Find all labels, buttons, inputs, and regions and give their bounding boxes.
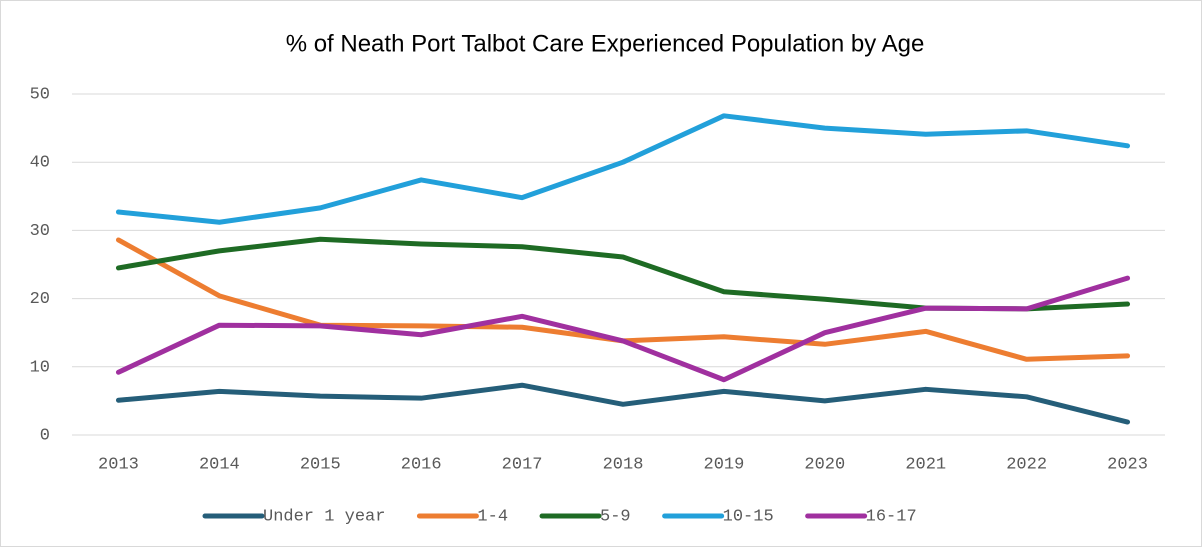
- legend-label: 1-4: [477, 507, 508, 526]
- y-tick-label: 40: [30, 154, 50, 173]
- x-tick-label: 2018: [603, 455, 644, 474]
- legend-label: Under 1 year: [263, 507, 385, 526]
- x-tick-label: 2014: [199, 455, 240, 474]
- legend-label: 16-17: [866, 507, 917, 526]
- x-tick-label: 2015: [300, 455, 341, 474]
- series-line: [115, 113, 1131, 225]
- x-tick-label: 2020: [804, 455, 845, 474]
- x-tick-label: 2017: [502, 455, 543, 474]
- legend-label: 10-15: [723, 507, 774, 526]
- x-tick-label: 2013: [98, 455, 139, 474]
- y-tick-label: 30: [30, 222, 50, 241]
- legend-label: 5-9: [600, 507, 631, 526]
- x-tick-label: 2016: [401, 455, 442, 474]
- chart-title: % of Neath Port Talbot Care Experienced …: [286, 30, 925, 57]
- x-tick-label: 2022: [1006, 455, 1047, 474]
- x-tick-label: 2023: [1107, 455, 1148, 474]
- y-tick-label: 0: [40, 426, 50, 445]
- y-tick-label: 10: [30, 358, 50, 377]
- x-tick-label: 2021: [905, 455, 946, 474]
- x-tick-label: 2019: [704, 455, 745, 474]
- series-line: [115, 382, 1131, 425]
- y-tick-label: 50: [30, 85, 50, 104]
- series-line: [115, 275, 1131, 383]
- y-tick-label: 20: [30, 290, 50, 309]
